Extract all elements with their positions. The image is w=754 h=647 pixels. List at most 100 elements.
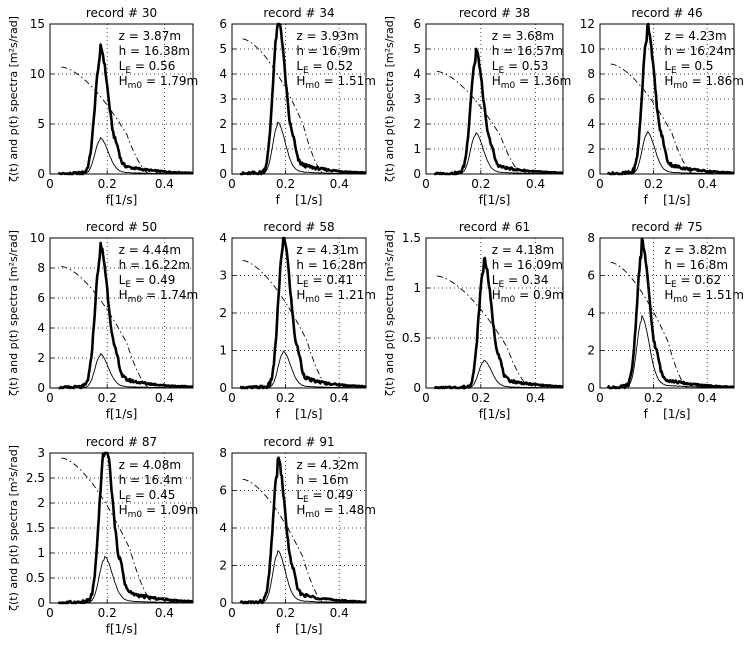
- x-axis-label: f [1/s]: [276, 622, 323, 636]
- y-tick-label: 0: [587, 167, 595, 181]
- annotation: LE = 0.45: [119, 488, 176, 505]
- y-tick-label: 1: [413, 281, 421, 295]
- panel-record-91: record # 91 0 0.2 0.4 0 2 4 6 8 f [1/s] z = 4.32mh…: [219, 435, 376, 636]
- panel-record-38: record # 38 0 0.2 0.4 0 1 2 3 4 5 6 f[1/s] ζ(t) and …: [383, 6, 571, 207]
- annotation: Hm0 = 0.9m: [492, 288, 564, 305]
- annotation: h = 16.09m: [492, 258, 563, 272]
- p-spectrum-line: [58, 555, 193, 604]
- ratio-series-line: [61, 266, 149, 389]
- annotation: h = 16.22m: [119, 258, 190, 272]
- panel-title: record # 91: [263, 435, 334, 449]
- panel-record-61: record # 61 0 0.2 0.4 0 0.5 1 1.5 f[1/s] ζ(t) and…: [383, 220, 564, 421]
- y-tick-label: 2: [587, 142, 595, 156]
- x-tick-label: 0.2: [276, 606, 295, 620]
- panel-title: record # 87: [86, 435, 157, 449]
- x-tick-label: 0.2: [98, 391, 117, 405]
- y-tick-label: 4: [37, 321, 45, 335]
- x-tick-label: 0: [46, 606, 54, 620]
- ratio-series-line: [242, 38, 324, 175]
- x-tick-label: 0: [422, 391, 430, 405]
- x-tick-label: 0: [596, 391, 604, 405]
- x-tick-label: 0.4: [526, 391, 545, 405]
- y-tick-label: 6: [413, 17, 421, 31]
- x-tick-label: 0: [422, 177, 430, 191]
- y-tick-label: 2: [37, 496, 45, 510]
- y-tick-label: 3: [413, 92, 421, 106]
- y-tick-label: 0: [219, 381, 227, 395]
- annotation: Hm0 = 1.86m: [664, 74, 744, 91]
- x-tick-label: 0.4: [698, 177, 717, 191]
- y-tick-label: 8: [219, 446, 227, 460]
- x-tick-label: 0.4: [330, 391, 349, 405]
- panel-record-46: record # 46 0 0.2 0.4 0 2 4 6 8 10 12 f [1/s] z = 4.…: [580, 6, 744, 207]
- x-axis-label: f[1/s]: [479, 193, 511, 207]
- annotation: Hm0 = 1.51m: [296, 74, 376, 91]
- annotation: LE = 0.52: [296, 59, 353, 76]
- annotation: Hm0 = 1.09m: [119, 503, 199, 520]
- eta-spectrum-line: [239, 236, 367, 390]
- panel-record-30: record # 30 0 0.2 0.4 0 5 10 15 f[1/s] ζ(t) and p…: [7, 6, 198, 207]
- x-tick-label: 0.2: [471, 177, 490, 191]
- axes-frame: [425, 237, 564, 389]
- x-axis-label: f [1/s]: [644, 407, 691, 421]
- y-tick-label: 6: [219, 484, 227, 498]
- ratio-series-line: [242, 478, 324, 604]
- y-tick-label: 5: [413, 42, 421, 56]
- y-tick-label: 0: [587, 381, 595, 395]
- annotation: Hm0 = 1.48m: [296, 503, 376, 520]
- y-tick-label: 0: [413, 381, 421, 395]
- annotation: Hm0 = 1.21m: [296, 288, 376, 305]
- ratio-series-line: [436, 275, 531, 389]
- annotation: LE = 0.49: [119, 273, 176, 290]
- annotation: LE = 0.5: [664, 59, 713, 76]
- p-spectrum-line: [58, 353, 193, 389]
- eta-spectrum-line: [606, 237, 735, 390]
- y-tick-label: 8: [37, 261, 45, 275]
- ratio-series-line: [242, 260, 329, 389]
- y-tick-label: 0.5: [26, 571, 45, 585]
- x-axis-label: f[1/s]: [106, 193, 138, 207]
- x-tick-label: 0.4: [155, 606, 174, 620]
- annotation: z = 4.31m: [296, 243, 358, 257]
- annotation: LE = 0.62: [664, 273, 721, 290]
- x-tick-label: 0.2: [644, 177, 663, 191]
- y-tick-label: 6: [587, 269, 595, 283]
- panel-title: record # 58: [263, 220, 334, 234]
- y-tick-label: 3: [37, 446, 45, 460]
- y-tick-label: 3: [219, 269, 227, 283]
- y-tick-label: 2: [587, 344, 595, 358]
- eta-spectrum-line: [606, 22, 735, 176]
- annotation: h = 16.28m: [296, 258, 367, 272]
- annotation: z = 4.23m: [664, 29, 726, 43]
- annotation: h = 16.4m: [119, 473, 183, 487]
- y-tick-label: 4: [413, 67, 421, 81]
- annotation: h = 16.8m: [664, 258, 728, 272]
- y-tick-label: 5: [37, 117, 45, 131]
- y-tick-label: 10: [580, 42, 595, 56]
- panel-title: record # 75: [631, 220, 702, 234]
- p-spectrum-line: [58, 136, 193, 175]
- y-tick-label: 6: [587, 92, 595, 106]
- annotation: LE = 0.49: [296, 488, 353, 505]
- x-tick-label: 0: [46, 391, 54, 405]
- y-tick-label: 4: [587, 306, 595, 320]
- annotation: h = 16.9m: [296, 44, 360, 58]
- annotation: z = 3.93m: [296, 29, 358, 43]
- x-tick-label: 0.4: [155, 391, 174, 405]
- x-tick-label: 0.4: [330, 177, 349, 191]
- ratio-series-line: [61, 66, 149, 175]
- x-tick-label: 0.2: [276, 391, 295, 405]
- x-tick-label: 0.4: [330, 606, 349, 620]
- panel-title: record # 50: [86, 220, 157, 234]
- eta-spectrum-line: [57, 451, 194, 605]
- ratio-series-line: [61, 457, 154, 604]
- x-tick-label: 0: [228, 391, 236, 405]
- annotation: LE = 0.56: [119, 59, 176, 76]
- panel-title: record # 34: [263, 6, 334, 20]
- x-axis-label: f[1/s]: [106, 407, 138, 421]
- annotation: h = 16.38m: [119, 44, 190, 58]
- annotation: LE = 0.53: [492, 59, 549, 76]
- y-tick-label: 2: [219, 559, 227, 573]
- x-tick-label: 0.4: [526, 177, 545, 191]
